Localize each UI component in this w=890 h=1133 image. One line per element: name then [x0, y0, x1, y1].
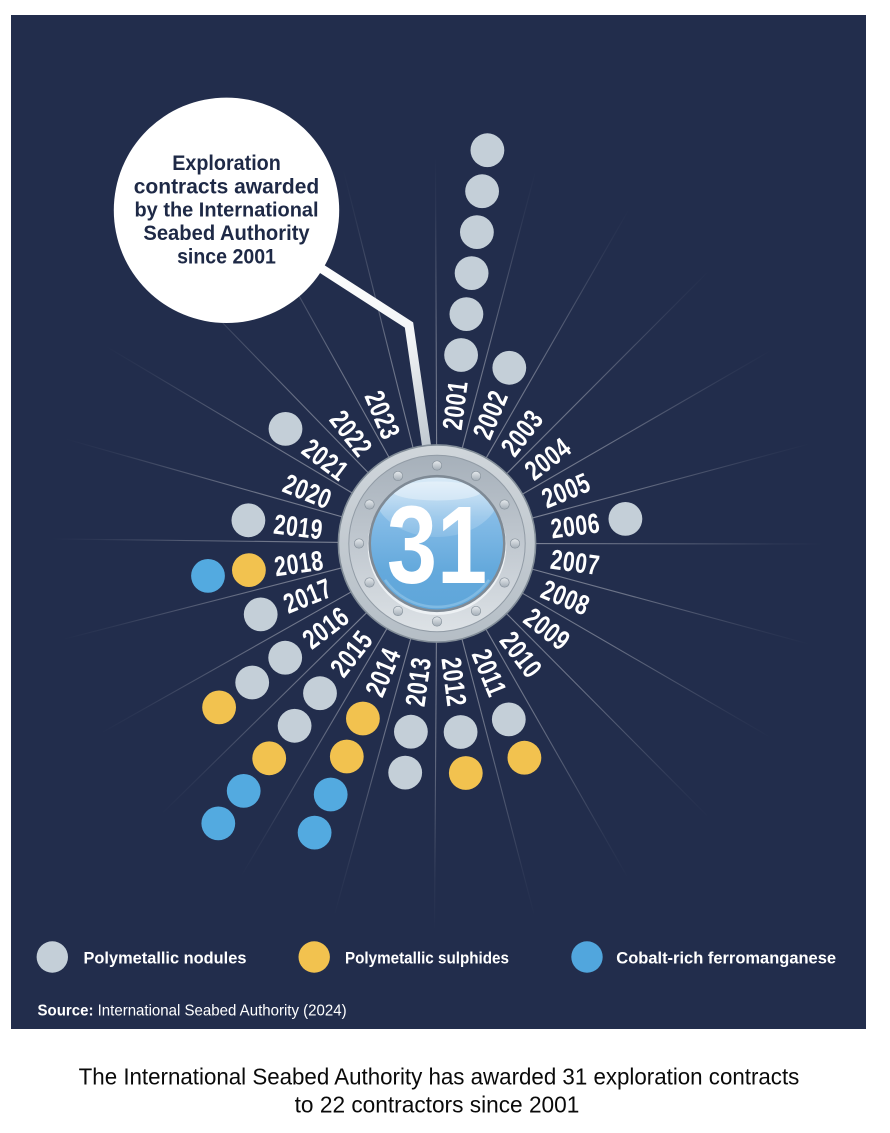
svg-text:by the International: by the International — [134, 199, 318, 221]
svg-text:Polymetallic nodules: Polymetallic nodules — [84, 948, 247, 967]
svg-text:to 22 contractors since 2001: to 22 contractors since 2001 — [295, 1091, 580, 1117]
svg-text:2006: 2006 — [549, 509, 602, 546]
svg-text:since 2001: since 2001 — [177, 246, 276, 269]
svg-text:Exploration: Exploration — [172, 152, 281, 175]
svg-text:2001: 2001 — [438, 379, 475, 432]
svg-text:2019: 2019 — [272, 510, 325, 546]
svg-text:2012: 2012 — [435, 656, 471, 709]
svg-text:2007: 2007 — [549, 545, 602, 582]
svg-text:Source: International Seabed A: Source: International Seabed Authority (… — [38, 1002, 347, 1020]
svg-text:2018: 2018 — [273, 546, 326, 583]
svg-text:Cobalt-rich ferromanganese: Cobalt-rich ferromanganese — [616, 948, 836, 967]
svg-text:Polymetallic sulphides: Polymetallic sulphides — [345, 949, 509, 968]
svg-text:contracts awarded: contracts awarded — [134, 175, 320, 198]
svg-text:Seabed Authority: Seabed Authority — [143, 222, 310, 245]
svg-text:2013: 2013 — [401, 655, 438, 708]
svg-text:The International Seabed Autho: The International Seabed Authority has a… — [79, 1063, 800, 1090]
